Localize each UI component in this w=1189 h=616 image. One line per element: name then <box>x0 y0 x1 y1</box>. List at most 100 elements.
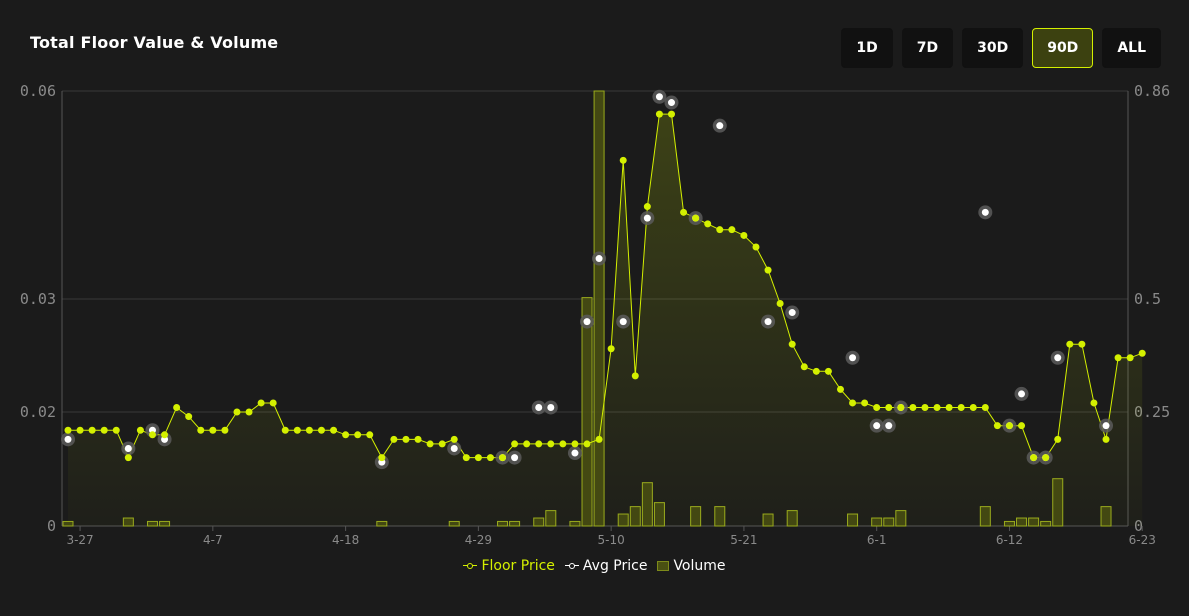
floor-price-point <box>378 454 386 462</box>
volume-bar <box>581 297 593 527</box>
floor-price-point <box>535 440 543 448</box>
floor-price-point <box>1005 422 1013 430</box>
x-axis-tick-label: 3-27 <box>66 533 93 547</box>
x-axis-tick-label: 4-18 <box>332 533 359 547</box>
volume-bar <box>690 506 702 527</box>
legend-floor-price-label: Floor Price <box>481 558 555 574</box>
floor-price-point <box>209 426 217 434</box>
avg-price-point-core <box>1054 354 1062 362</box>
avg-price-point-core <box>124 444 132 452</box>
floor-price-point <box>788 340 796 348</box>
floor-price-point <box>438 440 446 448</box>
floor-price-point <box>728 226 736 234</box>
floor-price-point <box>849 399 857 407</box>
range-button-30d[interactable]: 30D <box>962 28 1024 68</box>
avg-price-point-core <box>655 93 663 101</box>
volume-bar <box>533 517 545 527</box>
avg-price-point-core <box>64 435 72 443</box>
range-button-90d[interactable]: 90D <box>1032 28 1094 68</box>
floor-price-point <box>1102 435 1110 443</box>
avg-price-point-core <box>668 99 675 107</box>
floor-price-point <box>499 454 507 462</box>
floor-price-point <box>414 435 422 443</box>
floor-price-point <box>474 454 482 462</box>
floor-price-point <box>716 226 724 234</box>
volume-bar <box>1040 520 1052 527</box>
floor-price-point <box>221 426 229 434</box>
floor-price-point <box>619 156 627 164</box>
floor-price-point <box>571 440 579 448</box>
volume-bar <box>376 520 388 527</box>
time-range-selector: 1D 7D 30D 90D ALL <box>841 28 1161 68</box>
range-button-1d[interactable]: 1D <box>841 28 893 68</box>
floor-price-point <box>462 454 470 462</box>
floor-price-point <box>559 440 567 448</box>
avg-price-point-core <box>619 318 627 326</box>
avg-price-point-core <box>764 318 772 326</box>
volume-bar <box>714 506 726 527</box>
x-axis-tick-label: 5-21 <box>730 533 757 547</box>
avg-price-point-core <box>849 354 857 362</box>
volume-bar <box>762 513 774 527</box>
floor-price-point <box>812 367 820 375</box>
x-axis-tick-label: 6-12 <box>996 533 1023 547</box>
x-axis-tick-label: 6-1 <box>867 533 887 547</box>
floor-price-point <box>366 431 374 439</box>
floor-price-point <box>776 300 784 308</box>
x-axis-tick-label: 5-10 <box>598 533 625 547</box>
floor-price-point <box>824 367 832 375</box>
legend-floor-price[interactable]: Floor Price <box>463 558 555 574</box>
volume-bar <box>786 510 798 527</box>
left-axis-tick-label: 0.03 <box>20 290 56 308</box>
floor-price-point <box>704 220 712 228</box>
range-button-7d[interactable]: 7D <box>901 28 954 68</box>
volume-bar <box>617 513 629 527</box>
floor-price-point <box>861 399 869 407</box>
volume-bar <box>641 482 653 527</box>
floor-price-point <box>740 231 748 239</box>
floor-price-point <box>269 399 277 407</box>
floor-price-point <box>909 403 917 411</box>
floor-price-point <box>88 426 96 434</box>
volume-bar <box>497 520 509 527</box>
avg-price-point-core <box>511 454 519 462</box>
floor-price-point <box>993 422 1001 430</box>
avg-price-point-core <box>595 255 603 263</box>
legend-avg-price[interactable]: Avg Price <box>564 558 648 574</box>
floor-price-point <box>330 426 338 434</box>
legend-volume[interactable]: Volume <box>657 558 726 574</box>
floor-price-point <box>1114 354 1122 362</box>
right-axis-tick-label: 0.5 <box>1134 290 1161 308</box>
floor-price-point <box>1066 340 1074 348</box>
floor-price-point <box>1030 454 1038 462</box>
floor-price-point <box>136 426 144 434</box>
floor-price-point <box>836 385 844 393</box>
floor-price-point <box>680 208 688 216</box>
floor-price-point <box>1018 422 1026 430</box>
floor-price-point <box>450 435 458 443</box>
volume-bar <box>509 520 521 527</box>
floor-price-point <box>1054 435 1062 443</box>
floor-price-point <box>112 426 120 434</box>
volume-bar <box>629 506 641 527</box>
floor-price-point <box>185 413 193 421</box>
floor-price-point <box>692 214 700 222</box>
volume-swatch-icon <box>657 561 670 571</box>
avg-price-point-core <box>450 444 458 452</box>
floor-price-point <box>354 431 362 439</box>
legend-avg-price-label: Avg Price <box>582 558 648 574</box>
avg-price-swatch-icon <box>564 562 579 570</box>
range-button-all[interactable]: ALL <box>1102 28 1161 68</box>
avg-price-point-core <box>885 422 893 430</box>
volume-bar <box>593 90 605 527</box>
floor-price-point <box>317 426 325 434</box>
floor-price-point <box>305 426 313 434</box>
avg-price-point-core <box>1102 422 1110 430</box>
floor-price-point <box>583 440 591 448</box>
left-axis-tick-label: 0 <box>47 517 56 535</box>
floor-price-point <box>148 431 156 439</box>
floor-price-point <box>124 454 132 462</box>
left-axis-tick-label: 0.02 <box>20 403 56 421</box>
floor-price-point <box>173 403 181 411</box>
